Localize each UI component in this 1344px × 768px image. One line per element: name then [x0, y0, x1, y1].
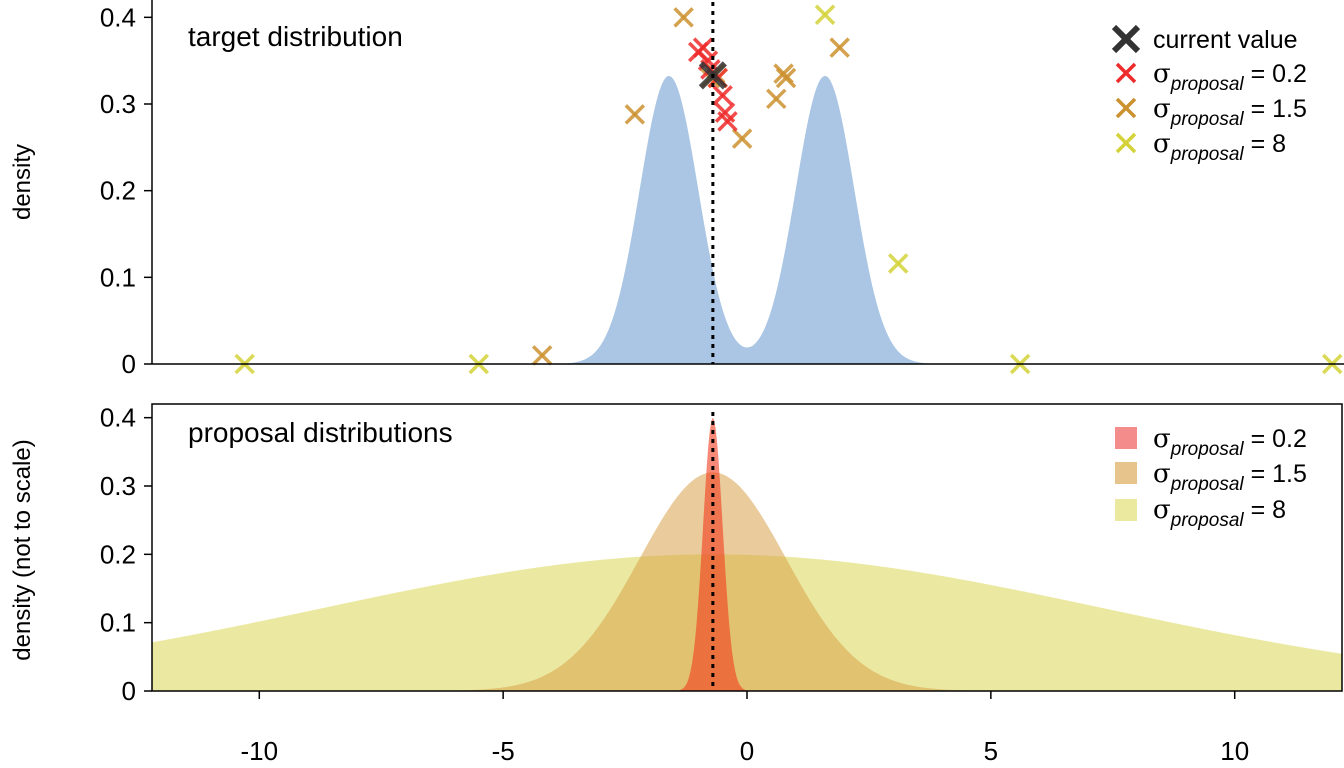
y-tick-label: 0.2: [100, 176, 136, 206]
proposal-marker: [829, 37, 850, 58]
y-tick-label: 0.3: [100, 471, 136, 501]
proposal-marker: [775, 67, 797, 89]
x-tick-label: 10: [1220, 736, 1249, 766]
legend-label-current-value: current value: [1153, 26, 1298, 54]
bottom-panel-title: proposal distributions: [188, 417, 453, 448]
legend-label-sigma-1-5: σproposal = 1.5: [1153, 459, 1307, 495]
legend-item-sigma-8: σproposal = 8: [1115, 129, 1286, 165]
proposal-marker: [814, 4, 836, 25]
bottom-y-axis-label: density (not to scale): [9, 439, 36, 660]
top-y-axis-label: density: [9, 144, 36, 220]
legend-item-sigma-1-5: σproposal = 1.5: [1115, 94, 1307, 130]
proposal-marker: [766, 88, 787, 110]
bottom-legend: σproposal = 0.2 σproposal = 1.5 σproposa…: [1115, 424, 1307, 531]
target-distribution-panel: 0 0.1 0.2 0.3 0.4 target distribution densit…: [9, 0, 1344, 379]
red-cross-icon: [1115, 62, 1137, 84]
proposal-marker: [692, 37, 714, 58]
proposal-marker: [731, 128, 753, 149]
y-tick-label: 0.4: [100, 2, 136, 32]
x-tick-label: -10: [241, 736, 279, 766]
bottom-y-axis-ticks: 0 0.1 0.2 0.3 0.4: [100, 403, 152, 706]
proposal-density-plot: [152, 417, 1342, 691]
legend-item-sigma-0-2: σproposal = 0.2: [1115, 424, 1307, 460]
x-tick-label: -5: [492, 736, 515, 766]
proposal-distributions-panel: 0 0.1 0.2 0.3 0.4 -10 -5 0 5 10 proposal distrib…: [9, 403, 1343, 766]
legend-label-sigma-0-2: σproposal = 0.2: [1153, 424, 1307, 460]
yellow-swatch-icon: [1115, 499, 1137, 521]
legend-label-sigma-0-2: σproposal = 0.2: [1153, 59, 1307, 95]
proposal-marker: [624, 104, 646, 125]
top-y-axis-ticks: 0 0.1 0.2 0.3 0.4: [100, 2, 152, 379]
top-panel-title: target distribution: [188, 21, 403, 52]
current-value-cross-icon: [1111, 24, 1141, 54]
legend-label-sigma-8: σproposal = 8: [1153, 495, 1286, 531]
legend-label-sigma-8: σproposal = 8: [1153, 129, 1286, 165]
proposal-marker: [717, 111, 738, 132]
x-tick-label: 0: [740, 736, 754, 766]
proposal-density-area: [152, 472, 1342, 691]
proposal-marker: [887, 253, 909, 274]
orange-cross-icon: [1115, 97, 1137, 119]
legend-label-sigma-1-5: σproposal = 1.5: [1153, 94, 1307, 130]
red-swatch-icon: [1115, 427, 1137, 449]
y-tick-label: 0.4: [100, 403, 136, 433]
top-legend: current value σproposal = 0.2 σproposal …: [1111, 24, 1307, 165]
legend-item-current-value: current value: [1111, 24, 1298, 54]
legend-item-sigma-1-5: σproposal = 1.5: [1115, 459, 1307, 495]
y-tick-label: 0: [122, 349, 136, 379]
yellow-cross-icon: [1115, 132, 1137, 154]
y-tick-label: 0.2: [100, 539, 136, 569]
y-tick-label: 0.3: [100, 89, 136, 119]
x-axis-ticks: -10 -5 0 5 10: [241, 691, 1249, 766]
orange-swatch-icon: [1115, 462, 1137, 484]
y-tick-label: 0.1: [100, 608, 136, 638]
proposal-marker: [673, 7, 694, 28]
proposal-marker: [712, 85, 733, 106]
legend-item-sigma-8: σproposal = 8: [1115, 495, 1286, 531]
legend-item-sigma-0-2: σproposal = 0.2: [1115, 59, 1307, 95]
y-tick-label: 0.1: [100, 262, 136, 292]
x-tick-label: 5: [984, 736, 998, 766]
proposal-marker: [531, 345, 553, 366]
y-tick-label: 0: [122, 676, 136, 706]
